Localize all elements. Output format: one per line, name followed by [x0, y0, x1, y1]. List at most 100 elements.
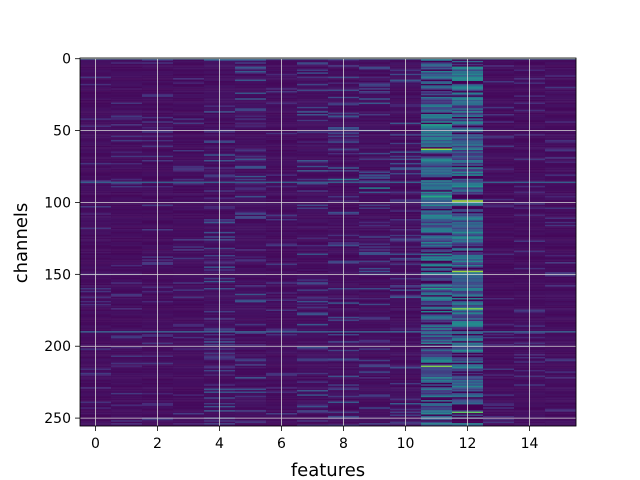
- heatmap-cell: [359, 377, 391, 379]
- heatmap-cell: [111, 82, 143, 85]
- heatmap-cell: [359, 319, 391, 322]
- heatmap-cell: [235, 134, 267, 136]
- heatmap-cell: [421, 124, 453, 126]
- heatmap-cell: [297, 173, 329, 175]
- heatmap-cell: [111, 81, 143, 83]
- heatmap-cell: [483, 400, 515, 402]
- heatmap-cell: [421, 267, 453, 270]
- heatmap-cell: [235, 152, 267, 155]
- heatmap-cell: [359, 82, 391, 85]
- heatmap-cell: [545, 391, 577, 394]
- heatmap-cell: [545, 265, 577, 267]
- heatmap-cell: [483, 260, 515, 263]
- heatmap-cell: [421, 385, 453, 388]
- heatmap-cell: [297, 382, 329, 385]
- heatmap-cell: [111, 214, 143, 217]
- heatmap-cell: [297, 420, 329, 422]
- heatmap-cell: [483, 127, 515, 129]
- heatmap-cell: [359, 325, 391, 328]
- heatmap-cell: [421, 223, 453, 226]
- heatmap-cell: [297, 288, 329, 290]
- heatmap-cell: [545, 326, 577, 329]
- heatmap-cell: [483, 414, 515, 417]
- heatmap-cell: [111, 315, 143, 318]
- heatmap-cell: [173, 319, 205, 322]
- heatmap-cell: [173, 326, 205, 329]
- heatmap-cell: [173, 405, 205, 408]
- heatmap-cell: [297, 158, 329, 161]
- heatmap-cell: [111, 200, 143, 203]
- heatmap-cell: [359, 300, 391, 303]
- heatmap-cell: [173, 296, 205, 299]
- heatmap-cell: [235, 331, 267, 333]
- heatmap-cell: [421, 138, 453, 141]
- heatmap-cell: [545, 134, 577, 136]
- heatmap-cell: [483, 344, 515, 346]
- heatmap-cell: [173, 377, 205, 379]
- heatmap-cell: [545, 267, 577, 270]
- heatmap-cell: [483, 354, 515, 356]
- heatmap-cell: [545, 165, 577, 168]
- heatmap-cell: [359, 269, 391, 272]
- heatmap-cell: [483, 374, 515, 376]
- heatmap-cell: [421, 384, 453, 387]
- heatmap-cell: [173, 423, 205, 425]
- heatmap-cell: [297, 359, 329, 362]
- heatmap-cell: [545, 220, 577, 223]
- heatmap-cell: [483, 88, 515, 90]
- heatmap-cell: [173, 263, 205, 266]
- heatmap-cell: [235, 296, 267, 299]
- heatmap-cell: [173, 118, 205, 121]
- heatmap-cell: [421, 341, 453, 343]
- heatmap-cell: [359, 161, 391, 164]
- heatmap-cell: [173, 418, 205, 421]
- heatmap-cell: [111, 160, 143, 162]
- heatmap-cell: [111, 421, 143, 424]
- heatmap-cell: [483, 62, 515, 65]
- heatmap-cell: [483, 335, 515, 338]
- heatmap-cell: [545, 147, 577, 149]
- heatmap-cell: [483, 190, 515, 192]
- heatmap-cell: [545, 96, 577, 99]
- heatmap-cell: [421, 354, 453, 356]
- heatmap-cell: [359, 247, 391, 250]
- heatmap-cell: [297, 423, 329, 425]
- heatmap-cell: [483, 91, 515, 93]
- heatmap-cell: [483, 128, 515, 131]
- heatmap-cell: [235, 358, 267, 361]
- heatmap-cell: [545, 344, 577, 346]
- heatmap-cell: [483, 139, 515, 142]
- heatmap-cell: [235, 210, 267, 213]
- heatmap-cell: [111, 405, 143, 408]
- heatmap-cell: [173, 270, 205, 273]
- heatmap-cell: [297, 401, 329, 404]
- heatmap-cell: [297, 357, 329, 359]
- heatmap-cell: [359, 378, 391, 381]
- heatmap-cell: [545, 410, 577, 412]
- heatmap-cell: [173, 321, 205, 323]
- heatmap-cell: [111, 111, 143, 113]
- heatmap-cell: [173, 374, 205, 376]
- heatmap-cell: [421, 328, 453, 330]
- heatmap-cell: [359, 193, 391, 195]
- y-tick-label: 250: [44, 411, 71, 427]
- heatmap-cell: [483, 252, 515, 254]
- heatmap-cell: [173, 424, 205, 427]
- heatmap-cell: [421, 388, 453, 391]
- heatmap-cell: [173, 375, 205, 378]
- x-tick-label: 12: [459, 436, 477, 452]
- heatmap-cell: [421, 237, 453, 240]
- heatmap-cell: [111, 295, 143, 297]
- heatmap-cell: [111, 119, 143, 122]
- heatmap-cell: [483, 152, 515, 155]
- heatmap-cell: [359, 175, 391, 178]
- heatmap-cell: [483, 119, 515, 122]
- heatmap-cell: [235, 89, 267, 92]
- heatmap-cell: [421, 357, 453, 359]
- heatmap-cell: [421, 196, 453, 198]
- heatmap-cell: [483, 101, 515, 103]
- heatmap-cell: [421, 91, 453, 93]
- heatmap-cell: [421, 401, 453, 404]
- heatmap-cell: [297, 367, 329, 369]
- heatmap-cell: [545, 308, 577, 310]
